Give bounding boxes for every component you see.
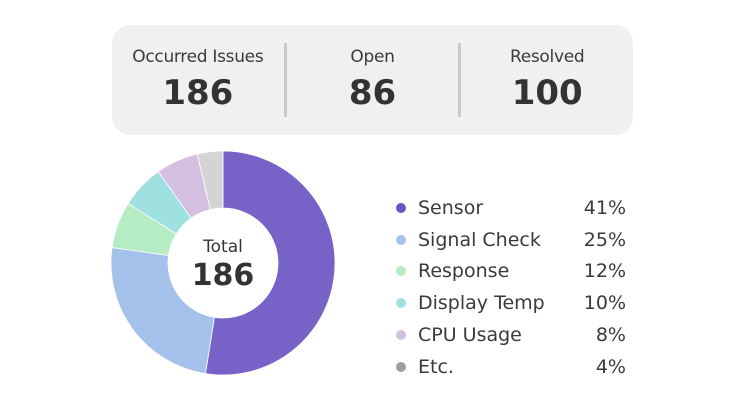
legend: Sensor 41% Signal Check 25% Response 12% Displ… — [396, 192, 626, 383]
legend-value: 12% — [583, 260, 626, 283]
slice-etc — [196, 150, 224, 210]
stat-resolved: Resolved 100 — [461, 47, 633, 113]
stat-value: 100 — [511, 73, 583, 113]
legend-dot-icon — [396, 234, 406, 245]
divider — [283, 43, 287, 117]
legend-label: Sensor — [418, 196, 484, 219]
legend-label: CPU Usage — [418, 324, 522, 347]
legend-item: Response 12% — [396, 256, 626, 288]
legend-item: CPU Usage 8% — [396, 319, 626, 351]
divider — [458, 43, 462, 117]
legend-value: 4% — [595, 355, 626, 378]
legend-value: 10% — [583, 292, 626, 315]
legend-item: Sensor 41% — [396, 192, 626, 224]
legend-label: Etc. — [418, 355, 454, 378]
legend-label: Signal Check — [418, 228, 541, 251]
slice-signal-check — [110, 247, 215, 375]
stat-label: Occurred Issues — [132, 47, 264, 67]
legend-value: 25% — [583, 228, 626, 251]
legend-value: 41% — [583, 196, 626, 219]
legend-label: Response — [418, 260, 510, 283]
center-label: Total — [202, 237, 243, 257]
legend-dot-icon — [396, 202, 406, 213]
legend-item: Display Temp 10% — [396, 287, 626, 319]
legend-item: Etc. 4% — [396, 351, 626, 383]
stat-label: Open — [350, 47, 395, 67]
stat-value: 86 — [348, 73, 397, 113]
legend-dot-icon — [396, 266, 406, 277]
legend-dot-icon — [396, 298, 406, 309]
stat-open: Open 86 — [287, 47, 459, 113]
legend-value: 8% — [595, 324, 626, 347]
legend-dot-icon — [396, 330, 406, 341]
center-value: 186 — [192, 258, 255, 293]
slice-sensor — [205, 150, 336, 376]
donut-chart: Total 186 — [110, 150, 336, 376]
stat-value: 186 — [162, 73, 234, 113]
legend-dot-icon — [396, 361, 406, 372]
summary-card: Occurred Issues 186 Open 86 Resolved 100 — [112, 25, 633, 135]
stat-occurred: Occurred Issues 186 — [112, 47, 284, 113]
legend-label: Display Temp — [418, 292, 545, 315]
stat-label: Resolved — [509, 47, 585, 67]
legend-item: Signal Check 25% — [396, 224, 626, 256]
